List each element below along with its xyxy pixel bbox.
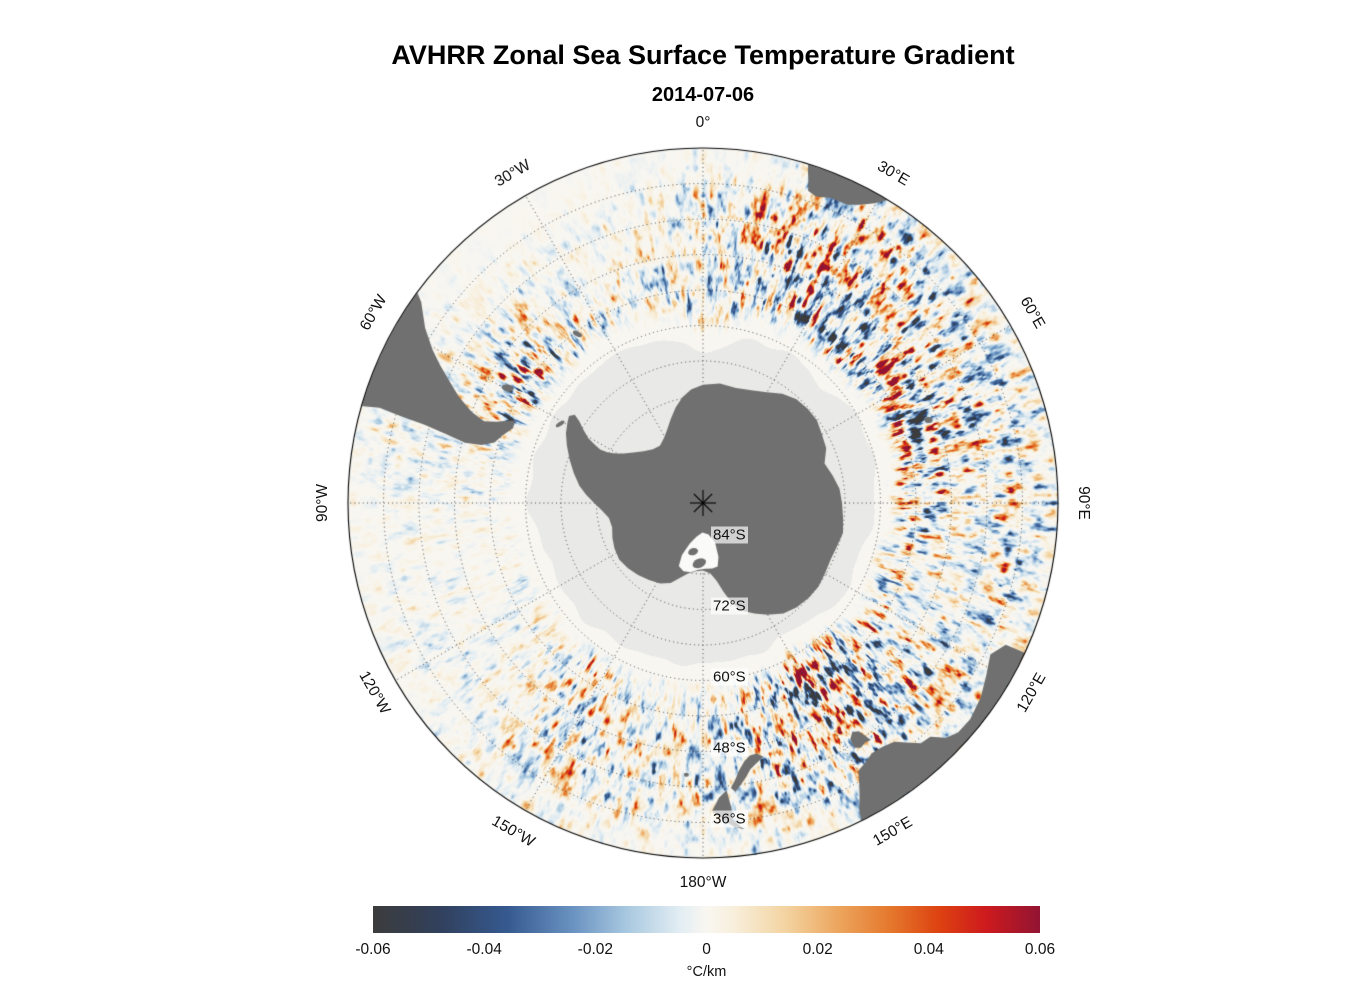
page-title: AVHRR Zonal Sea Surface Temperature Grad… <box>391 40 1015 70</box>
colorbar <box>373 906 1040 933</box>
date-subtitle: 2014-07-06 <box>651 84 755 106</box>
colorbar-tick: 0 <box>702 941 711 958</box>
colorbar-tick: 0.06 <box>1024 941 1056 958</box>
meridian-label: 180°W <box>679 874 727 891</box>
parallel-label: 60°S <box>711 668 748 685</box>
meridian-label: 90°E <box>1075 486 1092 520</box>
colorbar-tick: -0.02 <box>577 941 613 958</box>
parallel-label: 48°S <box>711 739 748 756</box>
colorbar-tick: 0.02 <box>802 941 833 958</box>
parallel-label: 72°S <box>711 597 748 614</box>
parallel-label: 84°S <box>711 526 748 543</box>
meridian-label: 90°W <box>314 483 331 523</box>
colorbar-tick: -0.06 <box>355 941 391 958</box>
parallel-label: 36°S <box>711 810 748 827</box>
meridian-label: 0° <box>695 114 711 131</box>
colorbar-unit-label: °C/km <box>686 964 727 980</box>
colorbar-tick: -0.04 <box>466 941 502 958</box>
colorbar-tick: 0.04 <box>913 941 944 958</box>
